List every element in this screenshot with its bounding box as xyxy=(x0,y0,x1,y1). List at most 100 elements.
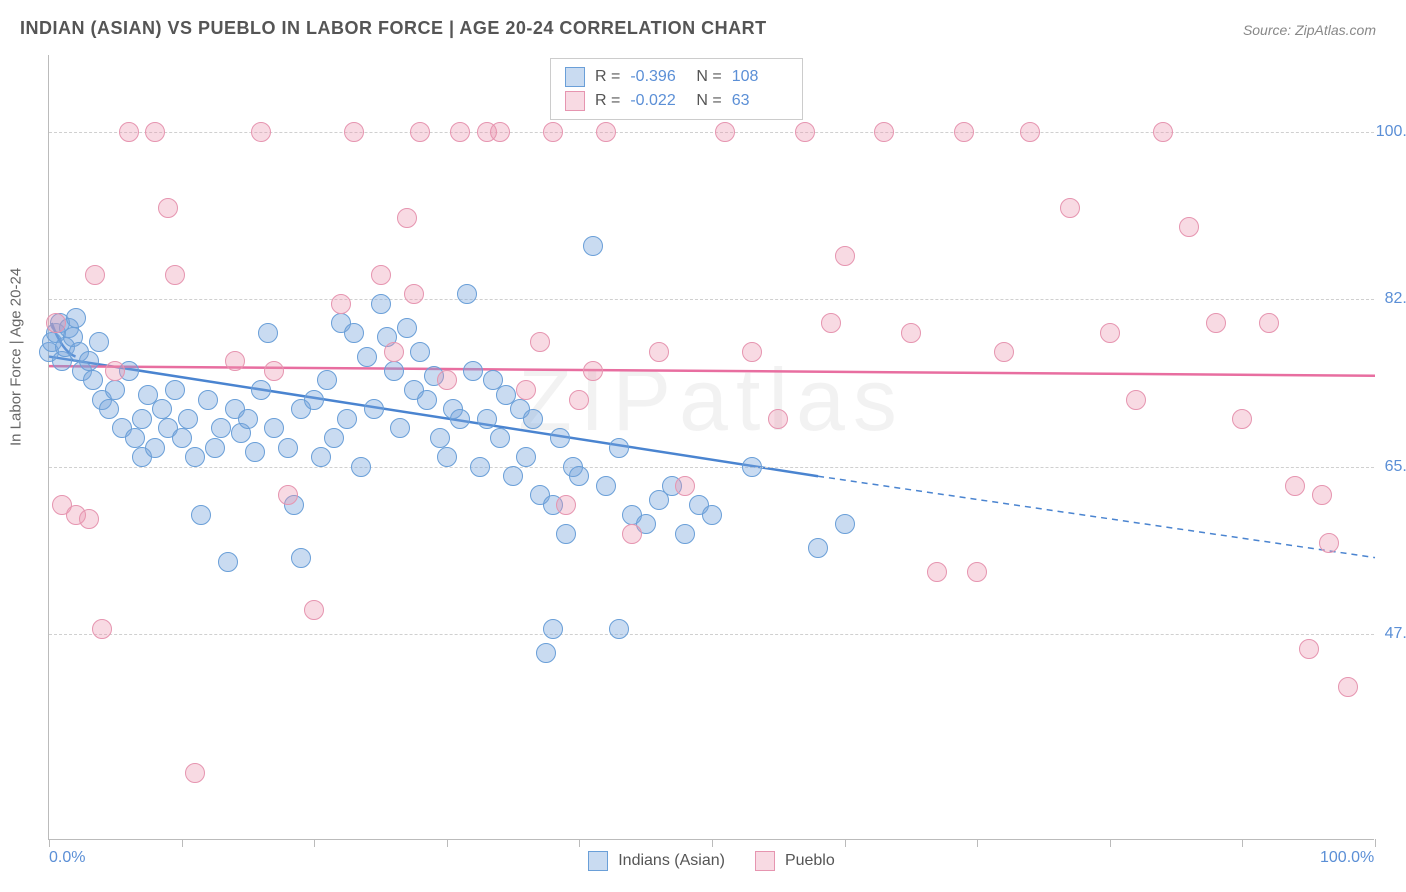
x-tick xyxy=(579,839,580,847)
scatter-point-pueblo xyxy=(1259,313,1279,333)
scatter-point-indians xyxy=(211,418,231,438)
scatter-point-indians xyxy=(457,284,477,304)
scatter-point-indians xyxy=(808,538,828,558)
x-tick xyxy=(1242,839,1243,847)
scatter-point-pueblo xyxy=(46,313,66,333)
x-tick xyxy=(314,839,315,847)
scatter-point-indians xyxy=(344,323,364,343)
scatter-point-indians xyxy=(99,399,119,419)
scatter-point-pueblo xyxy=(622,524,642,544)
scatter-point-indians xyxy=(89,332,109,352)
plot-area: ZIPatlas 47.5%65.0%82.5%100.0%0.0%100.0%… xyxy=(48,55,1374,840)
gridline xyxy=(49,132,1374,133)
legend-item: Pueblo xyxy=(755,851,835,871)
scatter-point-pueblo xyxy=(1312,485,1332,505)
scatter-point-indians xyxy=(172,428,192,448)
legend-label: Indians (Asian) xyxy=(618,852,725,870)
scatter-point-indians xyxy=(536,643,556,663)
scatter-point-indians xyxy=(516,447,536,467)
scatter-point-indians xyxy=(357,347,377,367)
scatter-point-pueblo xyxy=(967,562,987,582)
series-legend: Indians (Asian) Pueblo xyxy=(49,851,1374,871)
scatter-point-indians xyxy=(291,548,311,568)
x-tick xyxy=(49,839,50,847)
scatter-point-pueblo xyxy=(649,342,669,362)
regression-line-pueblo xyxy=(49,366,1375,376)
scatter-point-pueblo xyxy=(1299,639,1319,659)
gridline xyxy=(49,299,1374,300)
scatter-point-indians xyxy=(198,390,218,410)
scatter-point-pueblo xyxy=(675,476,695,496)
scatter-point-indians xyxy=(397,318,417,338)
scatter-point-pueblo xyxy=(596,122,616,142)
legend-r-label: R = xyxy=(595,68,620,86)
x-tick xyxy=(1375,839,1376,847)
scatter-point-indians xyxy=(609,438,629,458)
scatter-point-indians xyxy=(152,399,172,419)
scatter-point-pueblo xyxy=(543,122,563,142)
scatter-point-pueblo xyxy=(225,351,245,371)
scatter-point-pueblo xyxy=(715,122,735,142)
y-tick-label: 65.0% xyxy=(1385,458,1406,476)
scatter-point-pueblo xyxy=(742,342,762,362)
scatter-point-indians xyxy=(105,380,125,400)
scatter-point-indians xyxy=(477,409,497,429)
scatter-point-indians xyxy=(178,409,198,429)
x-tick xyxy=(845,839,846,847)
legend-swatch-series-1 xyxy=(565,67,585,87)
scatter-point-pueblo xyxy=(901,323,921,343)
scatter-point-pueblo xyxy=(1285,476,1305,496)
scatter-point-pueblo xyxy=(331,294,351,314)
scatter-point-pueblo xyxy=(79,509,99,529)
scatter-point-indians xyxy=(596,476,616,496)
scatter-point-indians xyxy=(264,418,284,438)
scatter-point-indians xyxy=(125,428,145,448)
legend-n-label: N = xyxy=(696,92,721,110)
scatter-point-pueblo xyxy=(954,122,974,142)
x-tick xyxy=(977,839,978,847)
legend-label: Pueblo xyxy=(785,852,835,870)
scatter-point-pueblo xyxy=(185,763,205,783)
scatter-point-pueblo xyxy=(1206,313,1226,333)
scatter-point-pueblo xyxy=(264,361,284,381)
scatter-point-pueblo xyxy=(1126,390,1146,410)
scatter-point-indians xyxy=(278,438,298,458)
y-tick-label: 82.5% xyxy=(1385,290,1406,308)
scatter-point-indians xyxy=(251,380,271,400)
scatter-point-indians xyxy=(132,409,152,429)
gridline xyxy=(49,467,1374,468)
scatter-point-indians xyxy=(258,323,278,343)
legend-r-label: R = xyxy=(595,92,620,110)
scatter-point-indians xyxy=(556,524,576,544)
scatter-point-indians xyxy=(245,442,265,462)
scatter-point-indians xyxy=(218,552,238,572)
source-attribution: Source: ZipAtlas.com xyxy=(1243,22,1376,38)
scatter-point-indians xyxy=(371,294,391,314)
legend-swatch xyxy=(755,851,775,871)
scatter-point-indians xyxy=(430,428,450,448)
scatter-point-pueblo xyxy=(569,390,589,410)
scatter-point-pueblo xyxy=(583,361,603,381)
scatter-point-pueblo xyxy=(490,122,510,142)
scatter-point-pueblo xyxy=(278,485,298,505)
scatter-point-pueblo xyxy=(145,122,165,142)
x-tick xyxy=(712,839,713,847)
legend-n-value-2: 63 xyxy=(732,92,788,110)
scatter-point-pueblo xyxy=(795,122,815,142)
scatter-point-pueblo xyxy=(556,495,576,515)
correlation-legend: R = -0.396 N = 108 R = -0.022 N = 63 xyxy=(550,58,803,120)
scatter-point-indians xyxy=(390,418,410,438)
scatter-point-pueblo xyxy=(530,332,550,352)
scatter-point-pueblo xyxy=(410,122,430,142)
scatter-point-indians xyxy=(463,361,483,381)
x-tick xyxy=(182,839,183,847)
scatter-point-pueblo xyxy=(927,562,947,582)
legend-n-value-1: 108 xyxy=(732,68,788,86)
scatter-point-indians xyxy=(364,399,384,419)
scatter-point-indians xyxy=(450,409,470,429)
scatter-point-pueblo xyxy=(1020,122,1040,142)
scatter-point-pueblo xyxy=(1319,533,1339,553)
scatter-point-indians xyxy=(437,447,457,467)
scatter-point-pueblo xyxy=(371,265,391,285)
scatter-point-pueblo xyxy=(119,122,139,142)
